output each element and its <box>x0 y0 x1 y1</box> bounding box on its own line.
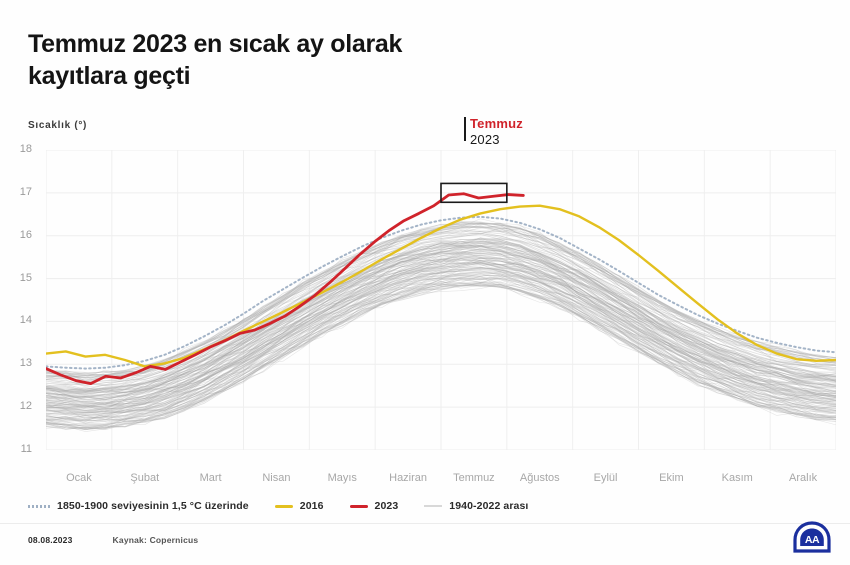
title-line-1: Temmuz 2023 en sıcak ay olarak <box>28 30 403 58</box>
x-tick-şubat: Şubat <box>130 472 160 484</box>
aa-logo-icon: AA <box>793 521 831 553</box>
x-tick-haziran: Haziran <box>389 472 428 484</box>
annotation-temmuz-2023: Temmuz 2023 <box>470 116 523 147</box>
x-tick-mart: Mart <box>199 472 222 484</box>
y-tick-13: 13 <box>19 357 32 370</box>
x-tick-mayıs: Mayıs <box>327 472 357 484</box>
x-tick-ekim: Ekim <box>659 472 684 484</box>
x-tick-ağustos: Ağustos <box>519 472 560 484</box>
y-axis-title: Sıcaklık (°) <box>28 120 88 131</box>
annotation-line-1: Temmuz <box>470 116 523 131</box>
x-tick-eylül: Eylül <box>593 472 618 484</box>
footer-divider <box>0 523 850 524</box>
y-tick-11: 11 <box>20 443 32 455</box>
y-tick-18: 18 <box>19 143 32 155</box>
legend-item-2016[interactable]: 2016 <box>274 500 324 512</box>
x-tick-aralık: Aralık <box>789 472 818 484</box>
chart-plot-area <box>46 150 836 450</box>
legend-item-range[interactable]: 1940-2022 arası <box>424 500 528 512</box>
y-tick-15: 15 <box>19 271 32 284</box>
publish-date: 08.08.2023 <box>28 535 73 545</box>
annotation-leader-line <box>464 117 466 141</box>
legend-item-2023[interactable]: 2023 <box>349 500 399 512</box>
chart-legend: 1850-1900 seviyesinin 1,5 °C üzerinde 20… <box>28 500 528 512</box>
series-2016 <box>46 204 836 368</box>
highlight-box <box>440 182 508 204</box>
legend-item-threshold[interactable]: 1850-1900 seviyesinin 1,5 °C üzerinde <box>28 500 249 512</box>
y-tick-14: 14 <box>19 314 32 327</box>
legend-label-threshold: 1850-1900 seviyesinin 1,5 °C üzerinde <box>57 500 249 512</box>
source-label: Kaynak: Copernicus <box>112 535 199 545</box>
x-tick-temmuz: Temmuz <box>453 472 495 484</box>
legend-swatch-2016-icon <box>274 504 293 508</box>
legend-swatch-range-icon <box>424 505 443 507</box>
title-line-2: kayıtlara geçti <box>28 62 191 90</box>
legend-label-2023: 2023 <box>374 500 399 512</box>
annotation-line-2: 2023 <box>470 131 500 147</box>
y-tick-16: 16 <box>19 228 32 241</box>
legend-swatch-2023-icon <box>349 504 368 508</box>
x-tick-ocak: Ocak <box>66 472 92 484</box>
x-tick-kasım: Kasım <box>721 472 753 484</box>
y-tick-12: 12 <box>19 400 32 413</box>
temperature-chart-svg <box>46 150 836 450</box>
footer: 08.08.2023 Kaynak: Copernicus <box>28 535 198 545</box>
threshold-line <box>46 215 836 370</box>
y-tick-17: 17 <box>19 185 32 198</box>
legend-swatch-dotted-icon <box>28 504 50 508</box>
legend-label-2016: 2016 <box>299 500 324 512</box>
svg-text:AA: AA <box>805 534 820 546</box>
page-title: Temmuz 2023 en sıcak ay olarak kayıtlara… <box>28 28 668 92</box>
x-tick-nisan: Nisan <box>262 472 291 484</box>
series-2023 <box>46 192 525 385</box>
legend-label-range: 1940-2022 arası <box>449 500 529 512</box>
